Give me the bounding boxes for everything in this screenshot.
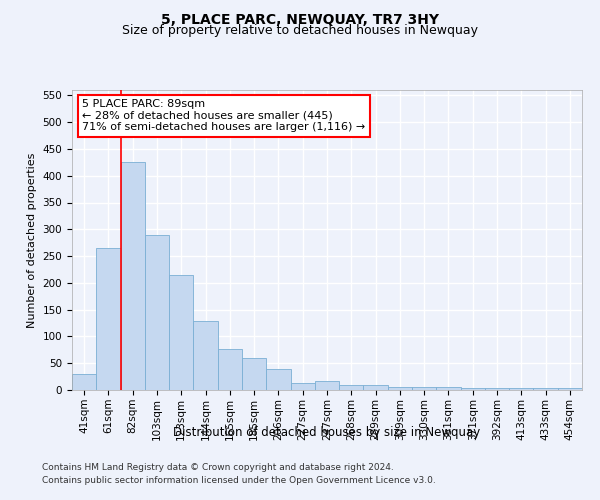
Bar (315, 381, 339, 390)
Bar (533, 388, 558, 390)
Bar (364, 384, 388, 390)
Bar (169, 275, 193, 390)
Text: Contains public sector information licensed under the Open Government Licence v3: Contains public sector information licen… (42, 476, 436, 485)
Bar (485, 388, 509, 390)
Bar (412, 388, 436, 390)
Bar (121, 162, 145, 390)
Text: 5, PLACE PARC, NEWQUAY, TR7 3HY: 5, PLACE PARC, NEWQUAY, TR7 3HY (161, 12, 439, 26)
Bar (509, 388, 533, 390)
Bar (558, 388, 582, 390)
Text: Contains HM Land Registry data © Crown copyright and database right 2024.: Contains HM Land Registry data © Crown c… (42, 464, 394, 472)
Y-axis label: Number of detached properties: Number of detached properties (27, 152, 37, 328)
Bar (339, 384, 364, 390)
Bar (72, 374, 96, 390)
Bar (436, 388, 461, 390)
Bar (218, 350, 242, 390)
Text: Distribution of detached houses by size in Newquay: Distribution of detached houses by size … (173, 426, 481, 439)
Bar (145, 234, 169, 390)
Bar (266, 368, 290, 390)
Text: 5 PLACE PARC: 89sqm
← 28% of detached houses are smaller (445)
71% of semi-detac: 5 PLACE PARC: 89sqm ← 28% of detached ho… (82, 99, 365, 132)
Bar (461, 388, 485, 390)
Bar (242, 358, 266, 390)
Bar (96, 248, 121, 390)
Text: Size of property relative to detached houses in Newquay: Size of property relative to detached ho… (122, 24, 478, 37)
Bar (193, 322, 218, 390)
Bar (388, 388, 412, 390)
Bar (290, 382, 315, 390)
